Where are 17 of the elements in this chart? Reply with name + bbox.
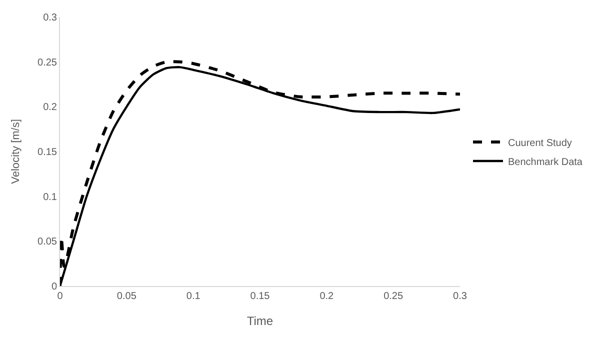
y-axis-title: Velocity [m/s] <box>10 119 22 184</box>
x-tick-label: 0.05 <box>116 291 137 302</box>
y-tick-label: 0.1 <box>43 192 58 203</box>
y-tick-label: 0.3 <box>43 12 58 24</box>
x-tick-label: 0.2 <box>320 291 334 302</box>
x-tick-label: 0.3 <box>453 291 468 302</box>
x-tick-label: 0.25 <box>384 291 404 302</box>
legend-label: Benchmark Data <box>508 156 583 168</box>
legend-label: Cuurent Study <box>508 138 572 149</box>
x-tick-label: 0.15 <box>250 291 270 302</box>
y-tick-label: 0.2 <box>43 102 58 114</box>
y-tick-label: 0.25 <box>38 57 58 68</box>
y-tick-label: 0.15 <box>38 147 58 158</box>
y-tick-label: 0 <box>51 282 58 292</box>
x-tick-label: 0.1 <box>186 291 201 302</box>
x-axis-title: Time <box>246 314 274 328</box>
y-tick-label: 0.05 <box>38 236 58 248</box>
